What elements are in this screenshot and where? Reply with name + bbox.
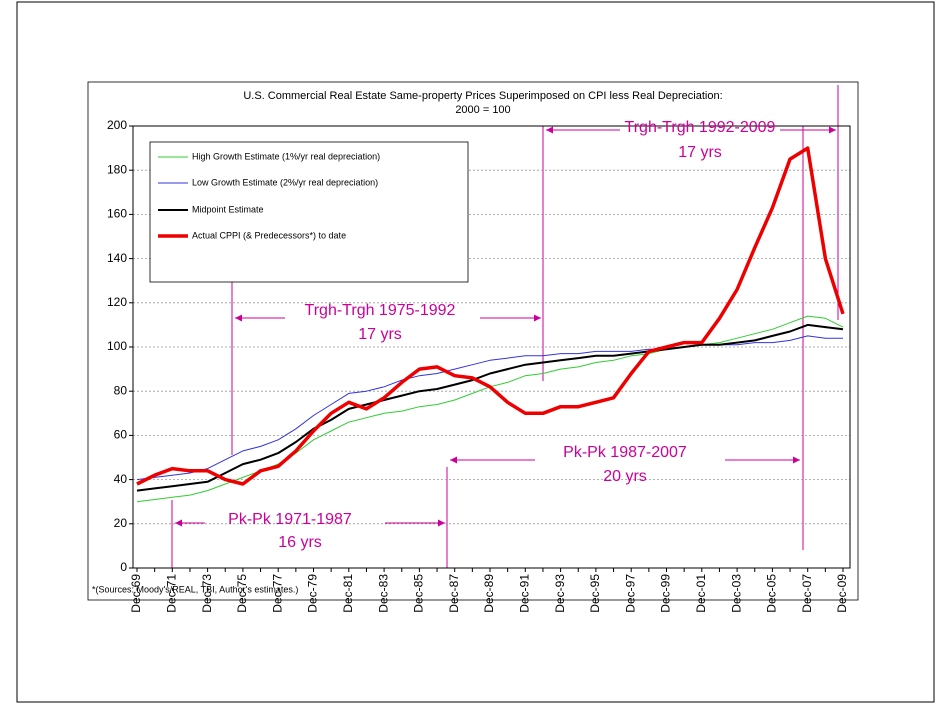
arrow-head: [793, 456, 800, 464]
x-tick-label: Dec-09: [835, 574, 849, 613]
x-tick-label: Dec-85: [412, 574, 426, 613]
arrow-head: [450, 456, 457, 464]
annotation: Pk-Pk 1987-2007: [563, 444, 687, 461]
annotation: 20 yrs: [603, 468, 647, 485]
legend-label: High Growth Estimate (1%/yr real depreci…: [192, 151, 380, 161]
x-tick-label: Dec-99: [659, 574, 673, 613]
legend-label: Actual CPPI (& Predecessors*) to date: [192, 230, 346, 240]
y-tick-label: 60: [114, 428, 128, 442]
arrow-head: [546, 126, 553, 134]
annotation: Trgh-Trgh 1992-2009: [625, 119, 776, 136]
annotation: Pk-Pk 1971-1987: [228, 511, 352, 528]
x-tick-label: Dec-97: [623, 574, 637, 613]
y-tick-label: 200: [107, 118, 127, 132]
chart-subtitle: 2000 = 100: [455, 104, 510, 116]
x-tick-label: Dec-77: [270, 574, 284, 613]
y-tick-label: 0: [120, 560, 127, 574]
chart-title: U.S. Commercial Real Estate Same-propert…: [243, 90, 722, 102]
x-tick-label: Dec-01: [694, 574, 708, 613]
x-tick-label: Dec-93: [553, 574, 567, 613]
y-tick-label: 120: [107, 295, 127, 309]
series-line: [136, 146, 845, 486]
plot-border: [132, 125, 851, 569]
x-tick-label: Dec-95: [588, 574, 602, 613]
arrow-head: [829, 126, 836, 134]
y-tick-label: 20: [114, 516, 128, 530]
x-tick-label: Dec-75: [235, 574, 249, 613]
legend-label: Midpoint Estimate: [192, 204, 264, 214]
arrow-head: [175, 519, 182, 527]
x-tick-label: Dec-73: [200, 574, 214, 613]
annotation: Trgh-Trgh 1975-1992: [305, 302, 456, 319]
arrow-head: [534, 314, 541, 322]
arrow-head: [235, 314, 242, 322]
annotation: 17 yrs: [678, 144, 722, 161]
x-tick-label: Dec-03: [729, 574, 743, 613]
x-tick-label: Dec-91: [517, 574, 531, 613]
x-tick-label: Dec-89: [482, 574, 496, 613]
x-tick-label: Dec-69: [129, 574, 143, 613]
x-tick-label: Dec-87: [447, 574, 461, 613]
x-tick-label: Dec-07: [800, 574, 814, 613]
footnote: *(Sources: Moody's/REAL, TBI, Author's e…: [92, 584, 298, 594]
y-tick-label: 100: [107, 339, 127, 353]
x-tick-label: Dec-05: [765, 574, 779, 613]
x-tick-label: Dec-79: [306, 574, 320, 613]
y-tick-label: 140: [107, 251, 127, 265]
annotation: 17 yrs: [358, 326, 402, 343]
annotation: 16 yrs: [278, 534, 322, 551]
y-tick-label: 40: [114, 472, 128, 486]
x-tick-label: Dec-81: [341, 574, 355, 613]
x-tick-label: Dec-83: [376, 574, 390, 613]
y-tick-label: 180: [107, 162, 127, 176]
series-line: [136, 323, 844, 492]
legend-label: Low Growth Estimate (2%/yr real deprecia…: [192, 177, 378, 187]
arrow-head: [438, 519, 445, 527]
y-tick-label: 80: [114, 383, 128, 397]
y-tick-label: 160: [107, 207, 127, 221]
legend: [149, 141, 469, 283]
x-tick-label: Dec-71: [164, 574, 178, 613]
